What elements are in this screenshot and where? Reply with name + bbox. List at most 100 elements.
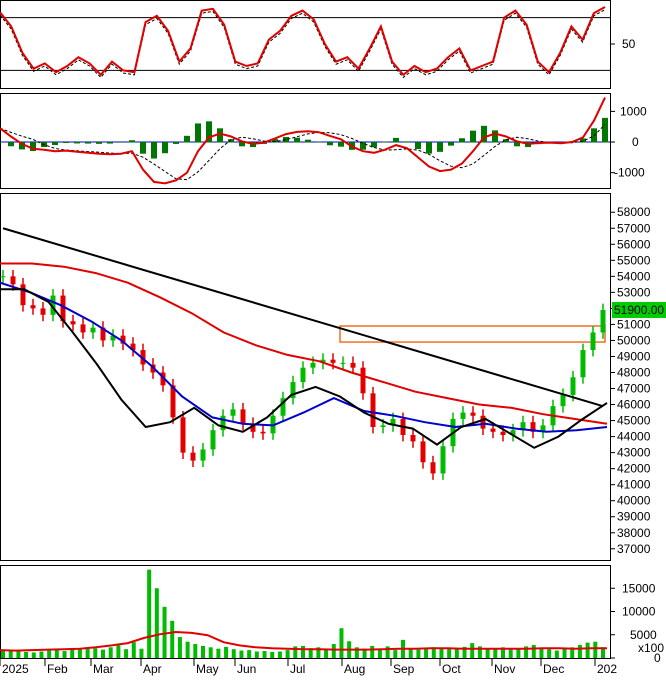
volume-axis-label: 0	[654, 651, 661, 665]
volume-bar	[585, 642, 590, 658]
month-label: Jun	[237, 662, 256, 676]
candle-body	[420, 441, 426, 463]
macd-histogram-bar	[272, 139, 278, 143]
volume-bar	[493, 649, 498, 658]
volume-bar	[524, 646, 529, 658]
volume-bar	[108, 647, 113, 658]
macd-histogram-bar	[393, 137, 399, 143]
candle-body	[40, 308, 46, 315]
candle-body	[600, 309, 606, 333]
volume-bar	[31, 652, 36, 658]
volume-bar	[8, 651, 13, 658]
volume-bar	[216, 648, 221, 658]
macd-histogram-bar	[228, 139, 234, 143]
candle-body	[160, 372, 166, 386]
macd-histogram-bar	[305, 139, 311, 143]
candle-body	[560, 394, 566, 407]
candle-body	[250, 423, 256, 432]
candle-body	[0, 276, 6, 278]
price-axis-label: 39000	[617, 510, 651, 524]
volume-bar	[277, 651, 282, 658]
volume-bar	[431, 647, 436, 658]
stochastic-signal-line	[0, 9, 606, 79]
macd-histogram-bar	[19, 142, 25, 150]
macd-histogram-bar	[74, 142, 80, 144]
volume-bar	[547, 649, 552, 658]
price-panel: 5800057000560005500054000530005200051000…	[0, 205, 666, 556]
candle-body	[300, 367, 306, 383]
volume-bar	[39, 651, 44, 658]
volume-bar	[116, 645, 121, 658]
stochastic-line	[0, 6, 606, 77]
price-axis-label: 56000	[617, 237, 651, 251]
volume-bar	[177, 637, 182, 658]
volume-bar	[570, 647, 575, 658]
macd-histogram-bar	[327, 142, 333, 146]
volume-bar	[331, 644, 336, 658]
price-axis-label: 57000	[617, 221, 651, 235]
volume-axis-label: 5000	[630, 628, 657, 642]
volume-bar	[377, 649, 382, 658]
candle-body	[370, 393, 376, 427]
volume-bar	[485, 648, 490, 658]
price-axis-label: 53000	[617, 285, 651, 299]
volume-bar	[85, 648, 90, 658]
volume-bar	[554, 650, 559, 658]
volume-bar	[393, 650, 398, 658]
downtrend-line	[2, 227, 604, 408]
month-label: Apr	[143, 662, 162, 676]
volume-bar	[16, 651, 21, 658]
macd-histogram-bar	[382, 141, 388, 143]
volume-bar	[601, 647, 605, 658]
candle-body	[540, 425, 546, 432]
volume-bar	[301, 645, 305, 658]
candle-body	[500, 431, 506, 435]
volume-bar	[93, 648, 98, 658]
macd-histogram-bar	[514, 142, 520, 147]
volume-bar	[439, 648, 444, 658]
volume-bar	[354, 647, 359, 658]
candle-body	[480, 415, 486, 429]
macd-histogram-bar	[107, 142, 113, 144]
candle-body	[510, 430, 516, 435]
candle-body	[320, 359, 326, 363]
month-label: Oct	[442, 662, 461, 676]
volume-bar	[262, 651, 267, 658]
candle-body	[140, 350, 146, 365]
month-label: 2025	[2, 662, 29, 676]
macd-histogram-bar	[580, 138, 586, 143]
volume-bar	[170, 620, 175, 658]
macd-histogram-bar	[316, 141, 322, 143]
macd-histogram-bar	[85, 142, 91, 144]
volume-axis-label: 10000	[622, 605, 656, 619]
macd-histogram-bar	[426, 142, 432, 154]
volume-unit-label: x100	[638, 641, 664, 655]
macd-histogram-bar	[294, 137, 300, 143]
macd-histogram-bar	[63, 142, 69, 144]
candle-body	[520, 422, 526, 431]
ma-blue-line	[0, 281, 608, 433]
volume-bar	[308, 648, 313, 658]
volume-bar	[508, 649, 513, 658]
macd-panel: 1000 0 -1000	[0, 97, 647, 185]
volume-bar	[270, 651, 275, 658]
macd-histogram-bar	[437, 142, 443, 152]
candle-body	[20, 284, 26, 306]
month-label: Jul	[290, 662, 305, 676]
volume-bar	[577, 644, 582, 658]
candle-body	[120, 335, 126, 344]
candle-body	[190, 452, 196, 461]
volume-bar	[316, 647, 321, 658]
price-axis-label: 41000	[617, 478, 651, 492]
volume-bar	[224, 646, 229, 658]
macd-signal-line	[0, 124, 606, 181]
candle-body	[440, 446, 446, 474]
candle-body	[220, 415, 226, 431]
price-axis-label: 51000	[617, 317, 651, 331]
volume-bar	[185, 641, 190, 658]
volume-bar	[77, 648, 82, 658]
volume-bar	[231, 649, 236, 658]
candle-body	[290, 382, 296, 399]
